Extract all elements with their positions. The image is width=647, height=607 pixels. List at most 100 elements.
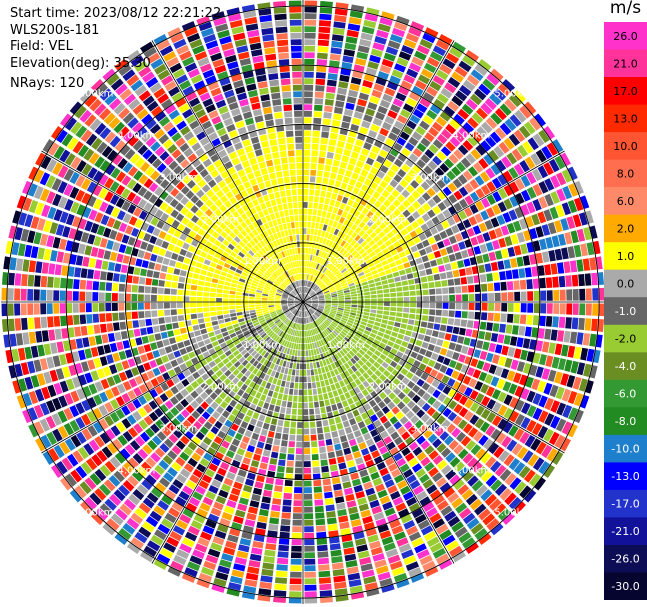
range-gate: [567, 390, 578, 405]
range-gate: [416, 103, 428, 114]
range-gate: [275, 306, 282, 310]
range-gate: [431, 379, 440, 388]
range-gate: [319, 590, 333, 597]
range-gate: [513, 163, 525, 176]
range-gate: [310, 336, 314, 343]
range-gate: [355, 400, 363, 409]
range-gate: [227, 255, 235, 262]
range-gate: [225, 235, 233, 243]
range-gate: [385, 329, 392, 335]
range-gate: [351, 478, 362, 487]
range-gate: [303, 363, 307, 370]
range-gate: [396, 373, 405, 381]
range-gate: [326, 262, 331, 268]
range-gate: [69, 405, 80, 418]
range-gate: [469, 414, 480, 425]
range-gate: [296, 310, 300, 316]
range-gate: [387, 40, 401, 50]
range-gate: [399, 463, 410, 473]
range-gate: [262, 307, 269, 311]
range-gate: [313, 395, 319, 402]
range-gate: [313, 202, 319, 209]
range-gate: [224, 317, 231, 323]
range-gate: [156, 255, 164, 264]
range-gate: [369, 287, 376, 291]
range-gate: [372, 191, 381, 200]
range-gate: [408, 136, 419, 147]
range-gate: [489, 93, 502, 106]
range-gate: [252, 229, 259, 237]
range-gate: [327, 523, 338, 531]
range-gate: [90, 222, 100, 234]
range-gate: [295, 330, 299, 337]
range-gate: [84, 496, 98, 510]
range-gate: [305, 296, 311, 301]
range-gate: [269, 309, 276, 313]
range-gate: [167, 126, 178, 137]
range-gate: [190, 302, 196, 308]
range-gate: [328, 139, 337, 146]
range-gate: [191, 158, 201, 168]
range-gate: [409, 114, 421, 125]
range-gate: [316, 309, 323, 313]
range-gate: [320, 266, 326, 273]
range-gate: [189, 555, 203, 566]
range-gate: [333, 21, 346, 29]
range-gate: [316, 256, 320, 263]
range-gate: [361, 389, 369, 397]
range-gate: [431, 266, 439, 274]
range-gate: [336, 374, 343, 382]
range-gate: [324, 218, 330, 225]
range-gate: [367, 493, 378, 502]
range-gate: [458, 384, 468, 394]
range-gate: [242, 484, 253, 493]
range-gate: [351, 365, 358, 373]
range-gate: [379, 530, 392, 540]
range-gate: [414, 175, 424, 185]
range-gate: [196, 307, 203, 313]
range-gate: [257, 315, 264, 319]
range-gate: [112, 312, 119, 321]
range-gate: [320, 137, 328, 145]
range-gate: [291, 545, 302, 552]
range-gate: [466, 517, 480, 530]
range-gate: [363, 291, 370, 296]
range-gate: [59, 380, 69, 393]
range-gate: [309, 316, 313, 322]
range-gate: [287, 298, 294, 301]
range-gate: [169, 396, 179, 406]
range-gate: [450, 334, 458, 343]
range-gate: [390, 348, 398, 355]
range-gate: [464, 182, 474, 194]
range-gate: [469, 498, 483, 511]
range-gate: [260, 257, 266, 263]
range-gate: [300, 350, 303, 357]
range-gate: [319, 332, 324, 339]
range-gate: [298, 337, 301, 344]
range-gate: [532, 199, 542, 211]
range-gate: [177, 255, 185, 263]
range-gate: [115, 396, 125, 407]
range-gate: [27, 317, 35, 330]
range-gate: [263, 289, 270, 293]
range-gate: [220, 231, 228, 239]
range-gate: [131, 293, 138, 302]
range-gate: [328, 530, 339, 538]
range-gate: [177, 170, 187, 180]
range-gate: [296, 317, 299, 323]
range-gate: [311, 222, 316, 229]
range-gate: [167, 467, 178, 478]
range-gate: [89, 98, 102, 112]
range-gate: [224, 419, 233, 428]
range-gate: [304, 45, 316, 52]
range-gate: [214, 208, 223, 217]
range-gate: [350, 519, 362, 527]
range-gate: [296, 295, 301, 300]
range-gate: [177, 282, 185, 289]
range-gate: [561, 344, 569, 357]
range-gate: [45, 415, 56, 429]
range-gate: [268, 300, 274, 302]
range-gate: [435, 553, 450, 565]
range-gate: [350, 288, 357, 292]
range-gate: [375, 386, 383, 395]
